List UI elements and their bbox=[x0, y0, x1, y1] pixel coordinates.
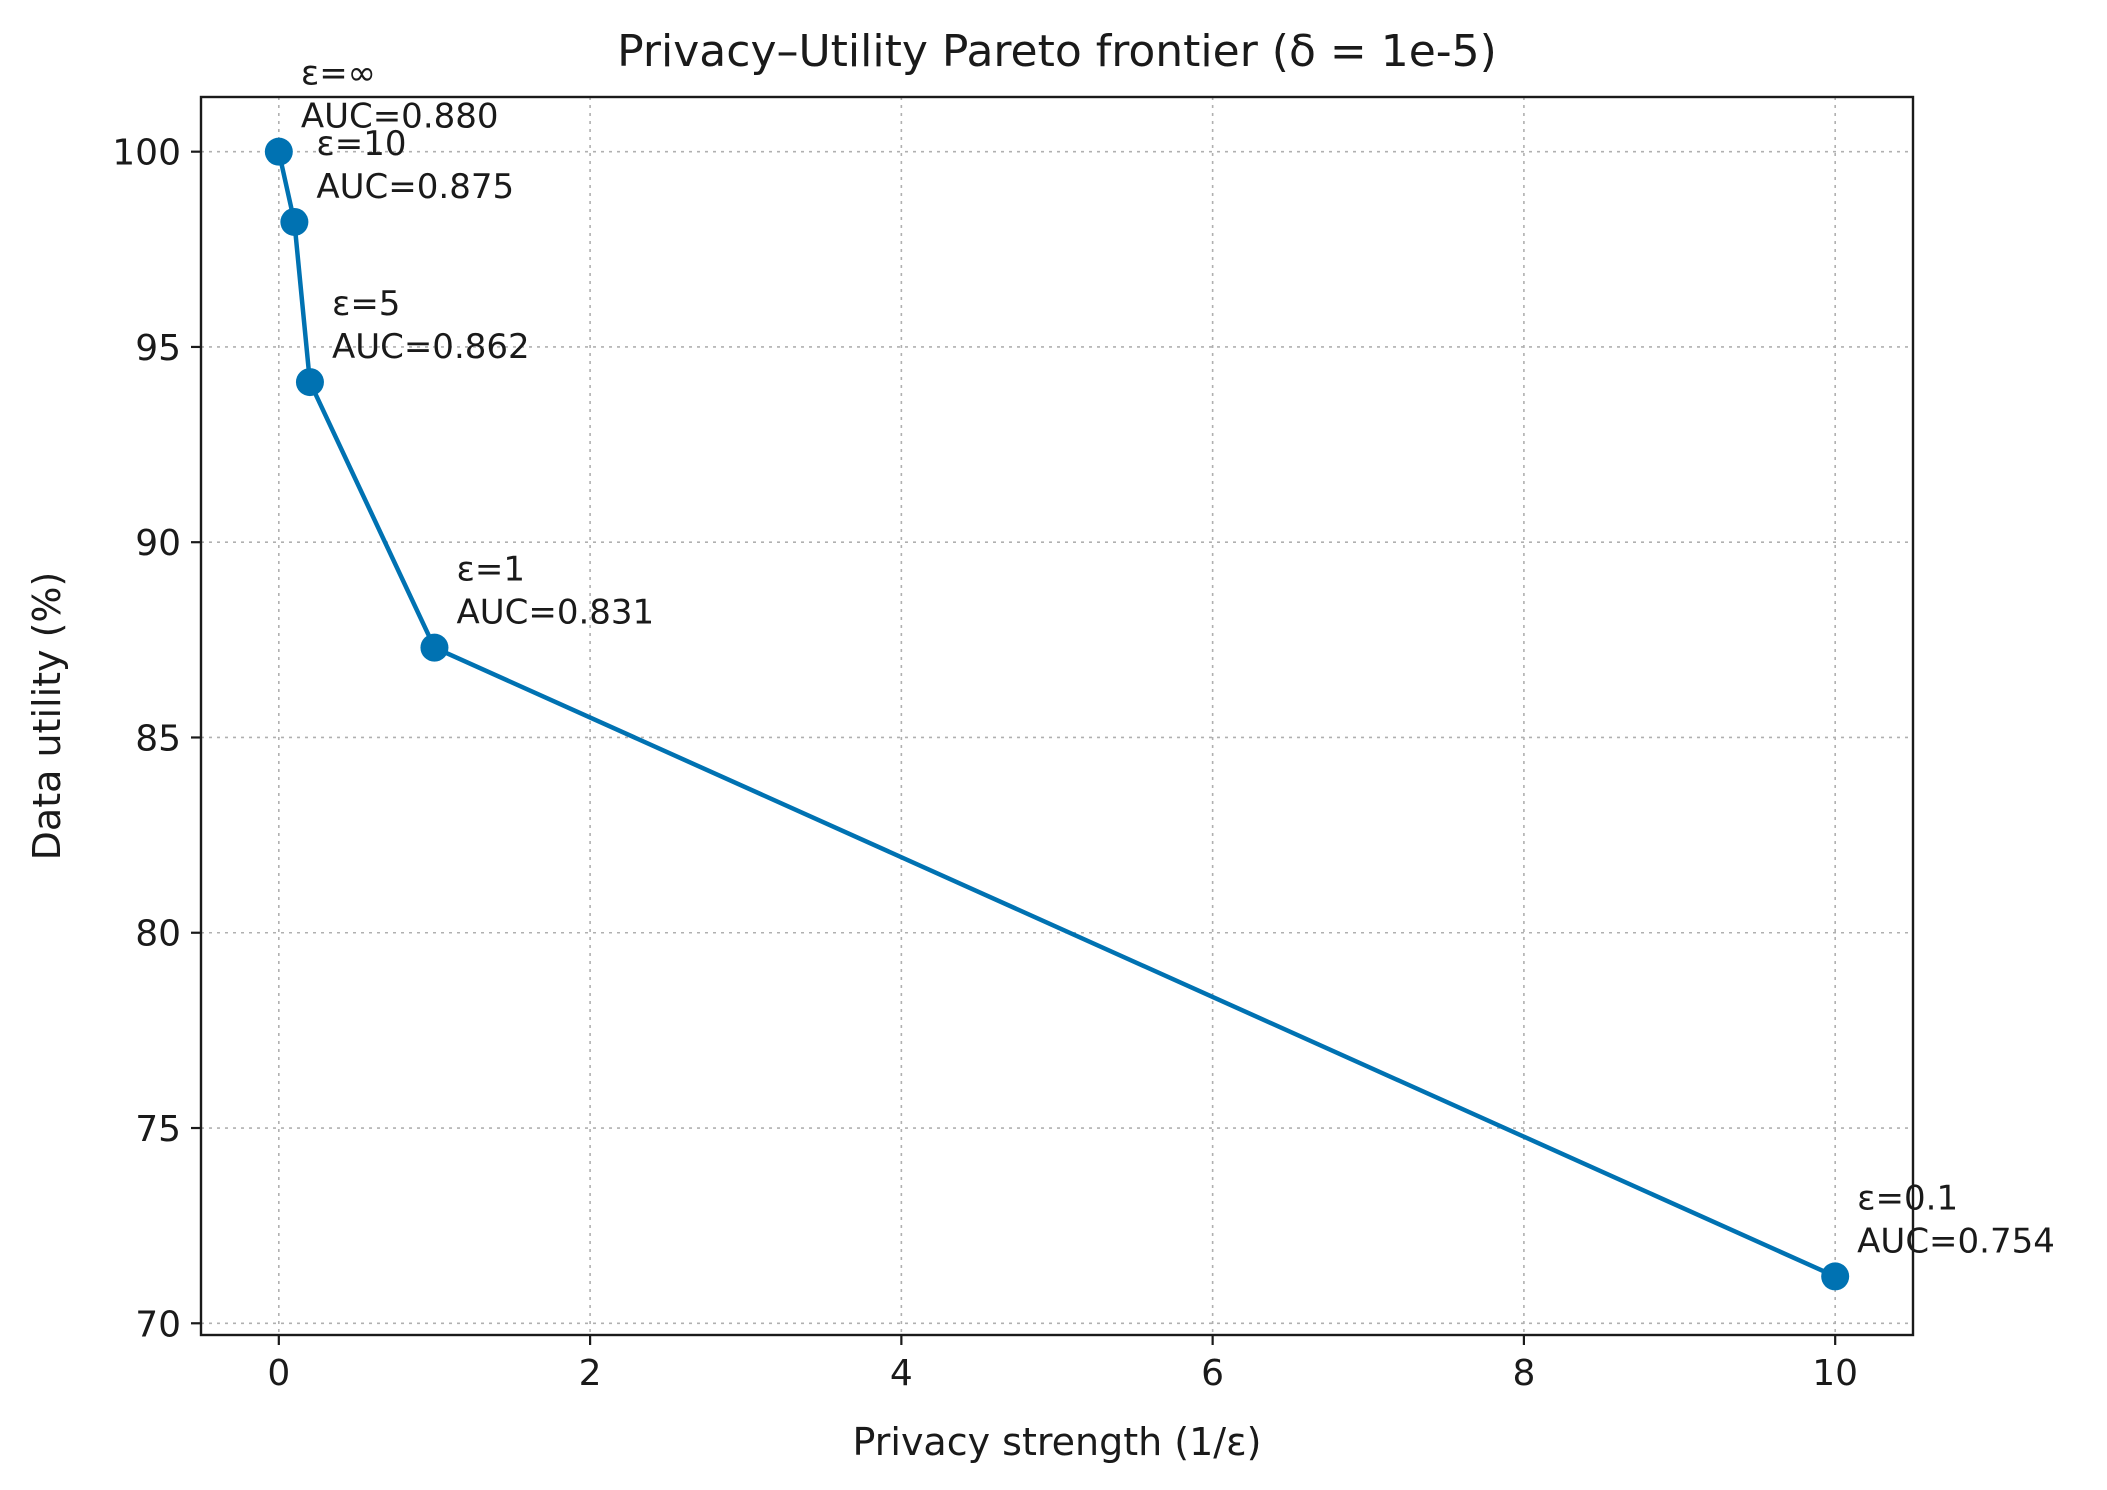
plot-frame bbox=[199, 95, 1915, 1337]
y-tick-label: 80 bbox=[135, 914, 181, 955]
y-tick-label: 100 bbox=[112, 133, 181, 174]
point-epsilon-label: ε=0.1 bbox=[1857, 1178, 1958, 1218]
data-point bbox=[280, 207, 309, 236]
point-auc-label: AUC=0.875 bbox=[316, 167, 514, 207]
chart-title: Privacy–Utility Pareto frontier (δ = 1e-… bbox=[617, 26, 1497, 77]
y-tick-label: 90 bbox=[135, 523, 181, 564]
data-point bbox=[420, 633, 449, 662]
grid bbox=[201, 97, 1913, 1335]
x-tick-label: 6 bbox=[1201, 1353, 1224, 1394]
data-point bbox=[1821, 1262, 1850, 1291]
axis-ticks: 0 2 4 6 8 10 70 75 80 85 90 95 100 bbox=[112, 133, 1858, 1394]
y-tick-label: 75 bbox=[135, 1109, 181, 1150]
point-epsilon-label: ε=10 bbox=[316, 124, 406, 164]
y-tick-label: 70 bbox=[135, 1304, 181, 1345]
y-axis-label: Data utility (%) bbox=[25, 572, 69, 861]
point-epsilon-label: ε=1 bbox=[456, 550, 525, 590]
series bbox=[264, 137, 1850, 1291]
x-axis-label: Privacy strength (1/ε) bbox=[853, 1420, 1262, 1464]
point-epsilon-label: ε=∞ bbox=[301, 54, 376, 94]
x-tick-label: 10 bbox=[1812, 1353, 1858, 1394]
x-tick-label: 4 bbox=[890, 1353, 913, 1394]
point-auc-label: AUC=0.831 bbox=[456, 593, 654, 633]
point-auc-label: AUC=0.862 bbox=[332, 327, 530, 367]
x-tick-label: 2 bbox=[579, 1353, 602, 1394]
y-tick-label: 85 bbox=[135, 718, 181, 759]
series-line bbox=[276, 151, 1837, 1279]
x-tick-label: 0 bbox=[267, 1353, 290, 1394]
x-tick-label: 8 bbox=[1512, 1353, 1535, 1394]
y-tick-label: 95 bbox=[135, 328, 181, 369]
point-epsilon-label: ε=5 bbox=[332, 284, 401, 324]
point-auc-label: AUC=0.880 bbox=[301, 97, 499, 137]
point-auc-label: AUC=0.754 bbox=[1857, 1221, 2055, 1261]
data-point bbox=[264, 137, 293, 166]
data-point bbox=[295, 368, 324, 397]
